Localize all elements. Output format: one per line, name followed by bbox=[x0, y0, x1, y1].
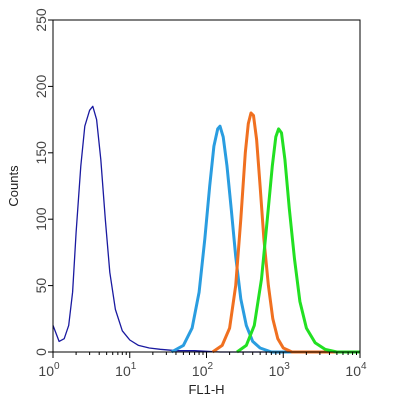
y-tick-label: 250 bbox=[33, 8, 49, 32]
x-tick-label: 103 bbox=[269, 361, 291, 379]
plot-frame bbox=[52, 19, 361, 353]
x-tick-label: 102 bbox=[192, 361, 214, 379]
x-tick-label: 104 bbox=[345, 361, 367, 379]
x-axis-title: FL1-H bbox=[188, 382, 224, 397]
y-tick-label: 0 bbox=[33, 348, 49, 356]
y-tick-label: 200 bbox=[33, 75, 49, 99]
x-tick-label: 100 bbox=[38, 361, 60, 379]
histogram-series-4 bbox=[236, 127, 360, 354]
x-axis: 100 101 102 103 104 bbox=[38, 352, 367, 379]
y-axis-title: Counts bbox=[6, 165, 21, 207]
histogram-series-2 bbox=[170, 124, 360, 354]
x-tick-label: 101 bbox=[115, 361, 137, 379]
y-axis: 0 50 100 150 200 250 bbox=[33, 8, 53, 356]
histogram-series-3 bbox=[211, 111, 360, 354]
histogram-curves bbox=[52, 105, 360, 354]
y-tick-label: 50 bbox=[33, 278, 49, 294]
y-tick-label: 100 bbox=[33, 207, 49, 231]
y-tick-label: 150 bbox=[33, 141, 49, 165]
